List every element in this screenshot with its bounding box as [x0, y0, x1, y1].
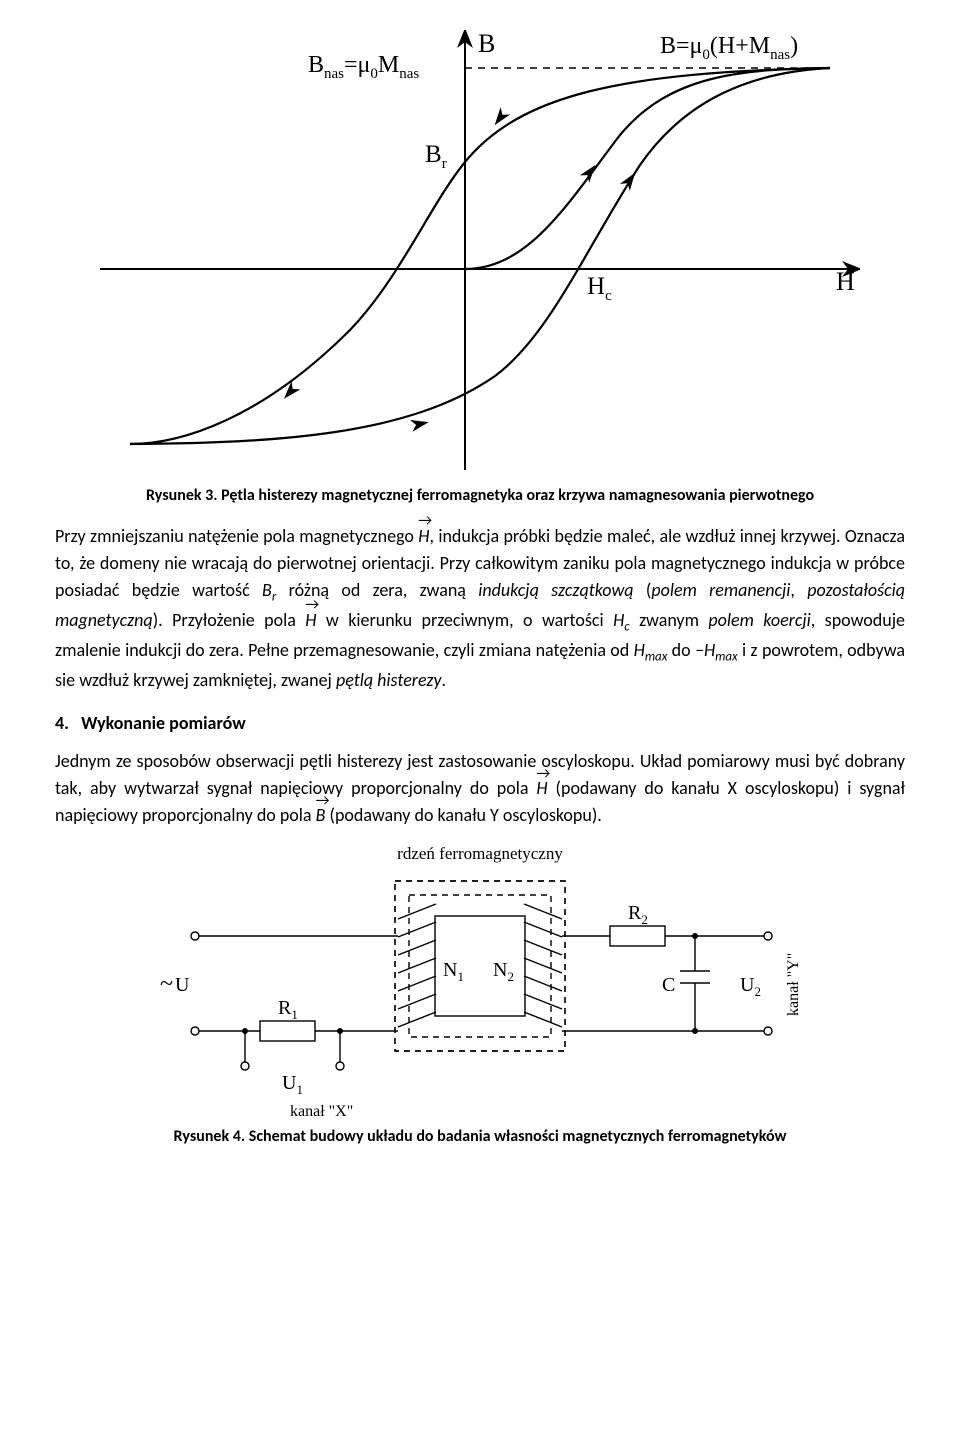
p2-c: (podawany do kanału Y oscyloskopu).	[325, 804, 601, 826]
p1-d: indukcją szczątkową	[478, 579, 633, 601]
sym-H2: H	[305, 607, 316, 634]
bnas-label: Bnas=μ0Mnas	[308, 52, 419, 82]
paragraph-1: Przy zmniejszaniu natężenie pola magnety…	[55, 523, 905, 694]
hysteresis-figure: B H Bnas=μ0Mnas Br Hc B=μ0(H+Mnas)	[100, 30, 860, 480]
circuit-figure: rdzeń ferromagnetyczny	[140, 841, 820, 1121]
core-title: rdzeń ferromagnetyczny	[397, 844, 563, 863]
p1-n: do	[667, 639, 695, 661]
axis-h-label: H	[836, 267, 855, 296]
kanal-x-label: kanał "X"	[290, 1103, 353, 1120]
sym-Br: Br	[262, 579, 276, 601]
u2-label: U2	[740, 974, 761, 999]
p1-k: zwanym	[630, 609, 709, 631]
p1-q: .	[442, 669, 447, 691]
section-4-title: Wykonanie pomiarów	[81, 712, 246, 734]
p1-l: polem koercji	[708, 609, 810, 631]
p1-a: Przy zmniejszaniu natężenie pola magnety…	[55, 525, 418, 547]
c-label: C	[662, 974, 675, 996]
u1-label: U1	[282, 1072, 303, 1097]
br-label: Br	[425, 141, 447, 172]
paragraph-2: Jednym ze sposobów obserwacji pętli hist…	[55, 748, 905, 829]
bsat-label: B=μ0(H+Mnas)	[660, 33, 798, 63]
figure4-caption: Rysunek 4. Schemat budowy układu do bada…	[55, 1127, 905, 1146]
sym-Hc: Hc	[613, 609, 630, 631]
r2-label: R2	[628, 902, 648, 927]
sym-H: H	[418, 523, 429, 550]
n2-label: N2	[493, 959, 514, 984]
p1-f: polem remanencji	[651, 579, 790, 601]
sym-Hmax: Hmax	[634, 639, 668, 661]
sym-B: B	[316, 802, 326, 829]
sym-negHmax: −Hmax	[695, 639, 738, 661]
p1-i: ). Przyłożenie pola	[153, 609, 306, 631]
r1-label: R1	[278, 997, 298, 1022]
n1-label: N1	[443, 959, 464, 984]
kanal-y-label: kanał "Y"	[785, 953, 802, 1016]
p1-e: (	[634, 579, 652, 601]
tilde-label: ~U	[160, 971, 190, 997]
figure3-caption: Rysunek 3. Pętla histerezy magnetycznej …	[55, 486, 905, 505]
hc-label: Hc	[587, 273, 612, 304]
p1-j: w kierunku przeciwnym, o wartości	[316, 609, 613, 631]
section-4-number: 4.	[55, 712, 77, 734]
sym-H3: H	[536, 775, 547, 802]
p1-g: ,	[790, 579, 807, 601]
section-4-heading: 4. Wykonanie pomiarów	[55, 712, 905, 734]
axis-b-label: B	[478, 30, 495, 58]
p1-p: pętlą histerezy	[336, 669, 442, 691]
